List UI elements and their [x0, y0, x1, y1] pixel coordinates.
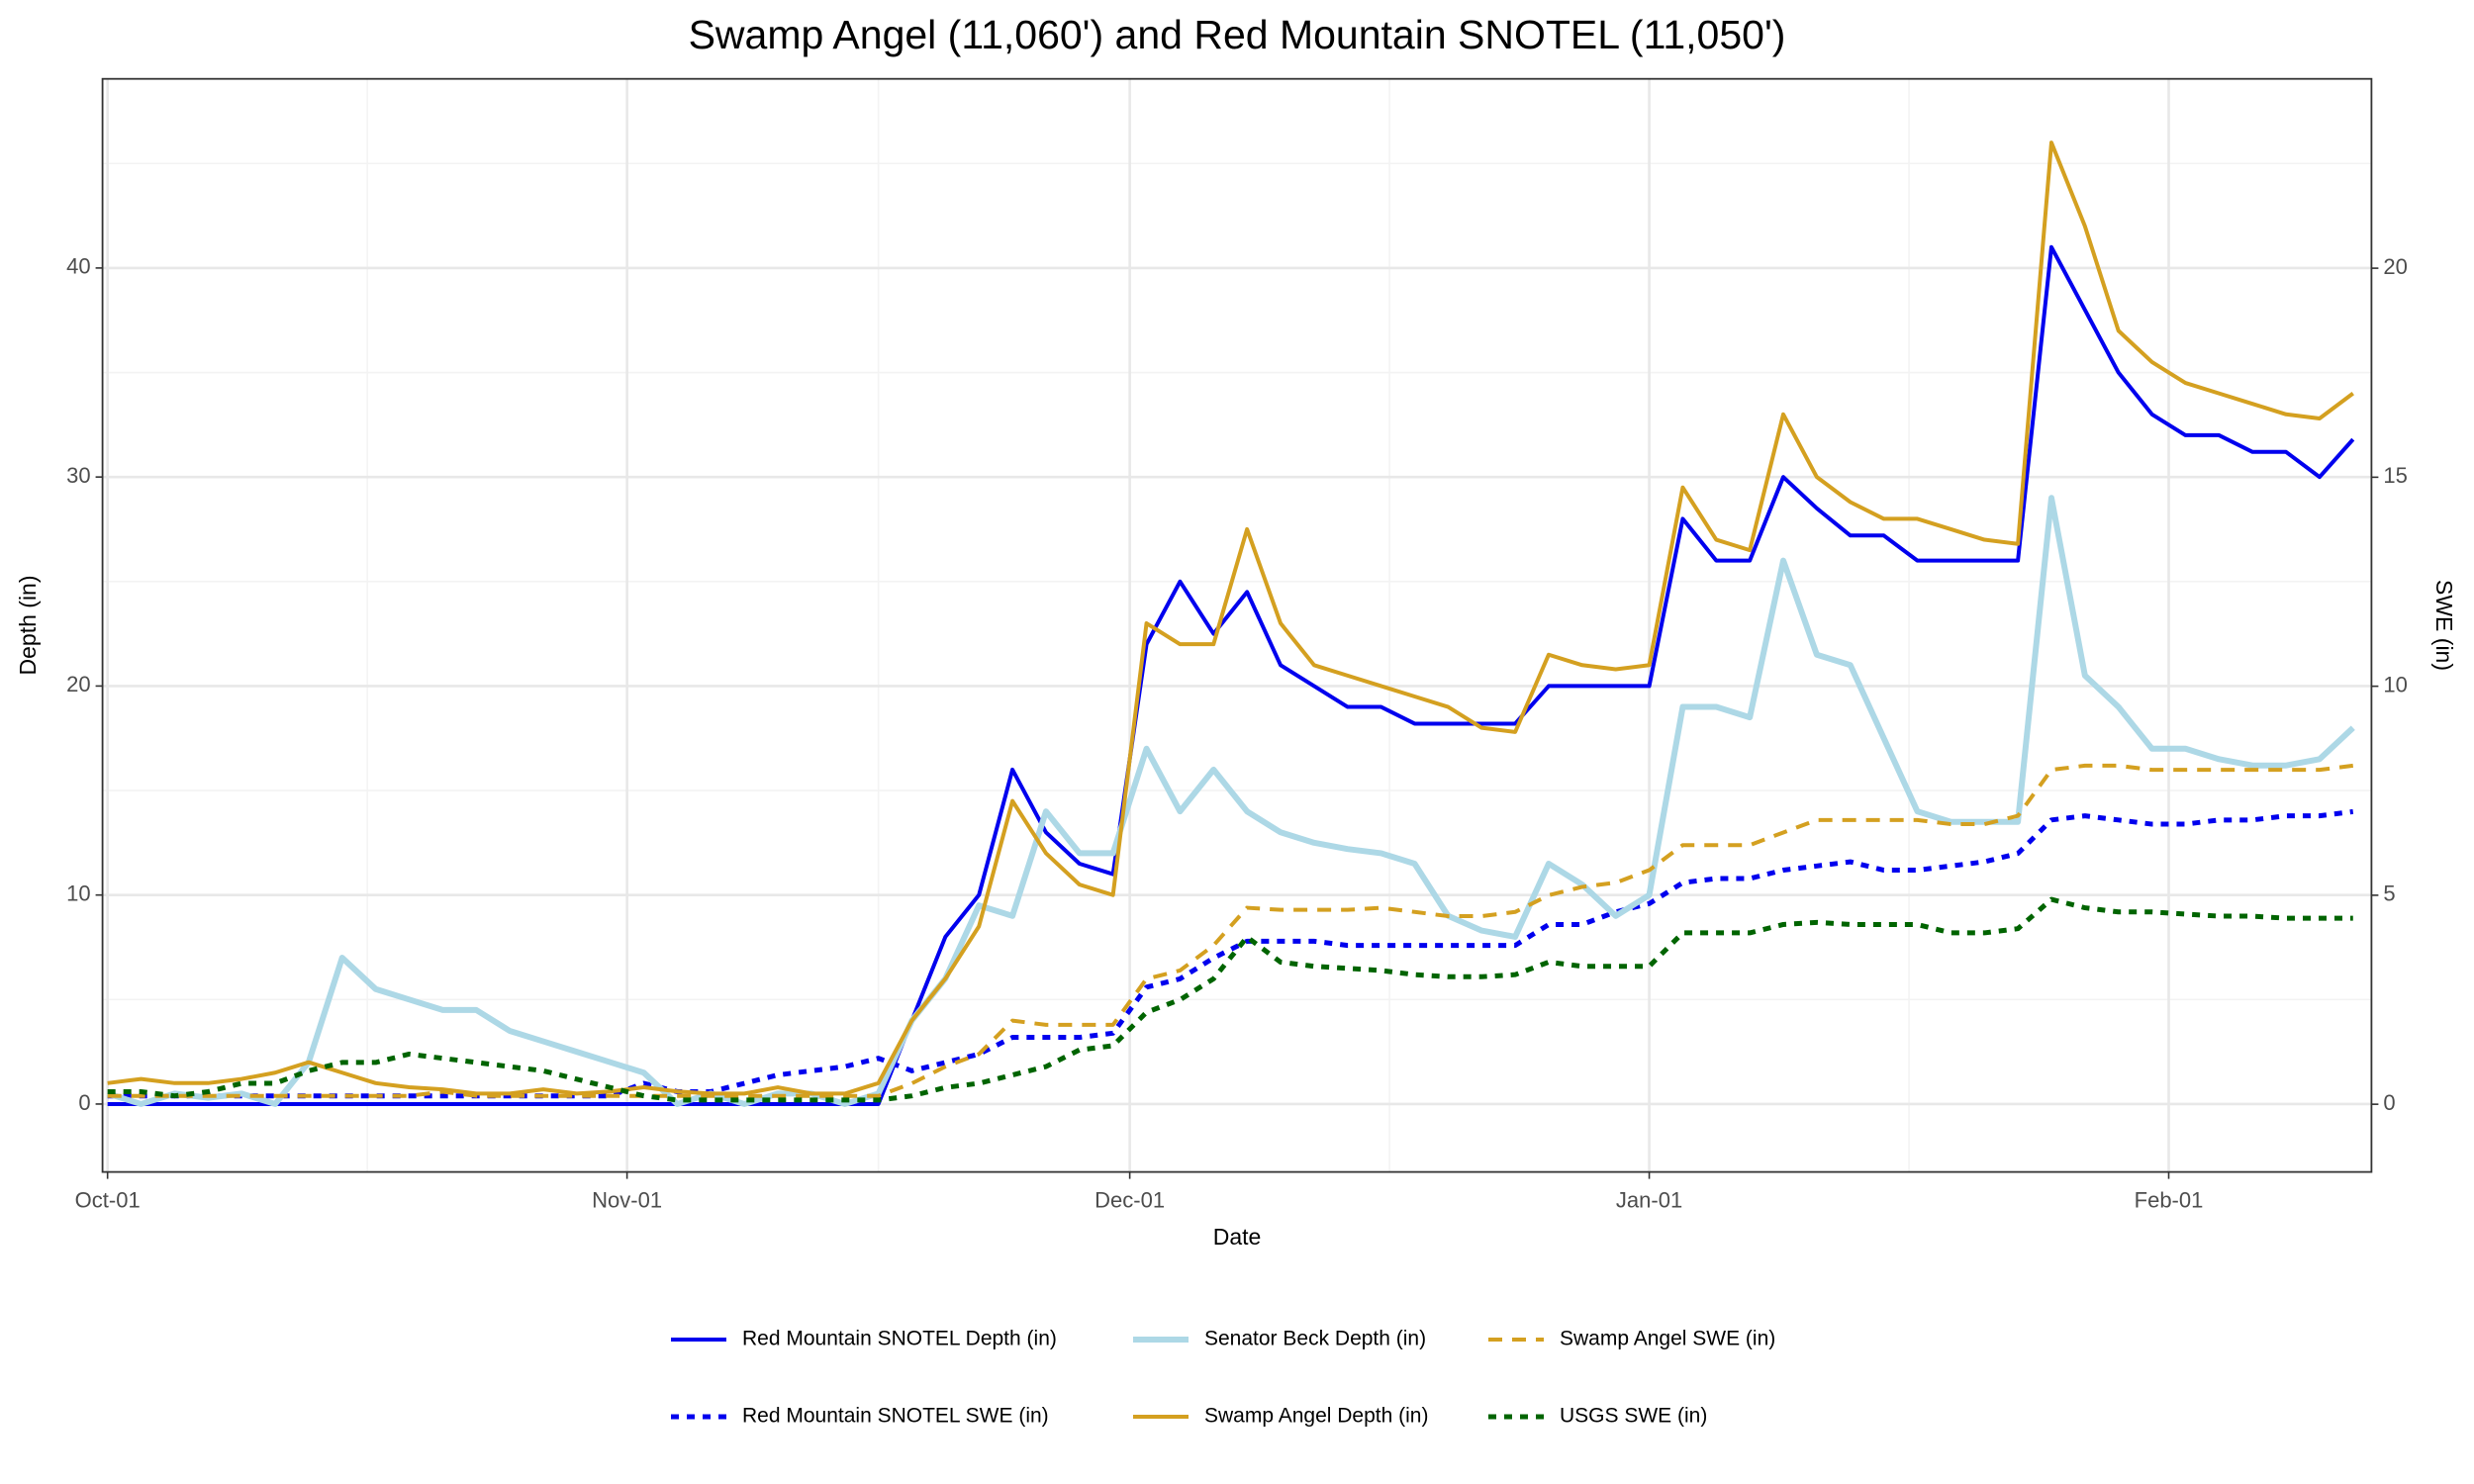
x-tick-label: Jan-01 — [1616, 1187, 1682, 1212]
y-tick-label: 40 — [66, 254, 90, 279]
legend-label: Swamp Angel SWE (in) — [1560, 1328, 1775, 1350]
legend-label: USGS SWE (in) — [1560, 1405, 1707, 1428]
y-tick-label: 0 — [78, 1090, 90, 1115]
x-tick-label: Oct-01 — [75, 1187, 141, 1212]
y2-tick-label: 5 — [2383, 881, 2395, 906]
legend-label: Senator Beck Depth (in) — [1204, 1328, 1426, 1350]
y-tick-label: 10 — [66, 881, 90, 905]
x-axis-title: Date — [1213, 1224, 1262, 1250]
y2-tick-label: 20 — [2383, 254, 2407, 279]
series-line — [107, 140, 2354, 1096]
y-axis-title: Depth (in) — [15, 576, 41, 676]
x-tick-label: Dec-01 — [1094, 1187, 1165, 1212]
series-line — [107, 244, 2355, 1106]
x-tick-label: Nov-01 — [592, 1187, 662, 1212]
x-tick-label: Feb-01 — [2135, 1187, 2204, 1212]
y2-tick-label: 15 — [2383, 463, 2407, 488]
legend-label: Swamp Angel Depth (in) — [1204, 1405, 1428, 1428]
y-tick-label: 20 — [66, 672, 90, 696]
plot-border — [101, 77, 2373, 1173]
legend-label: Red Mountain SNOTEL Depth (in) — [742, 1328, 1057, 1350]
legend-label: Red Mountain SNOTEL SWE (in) — [742, 1405, 1049, 1428]
y2-tick-label: 0 — [2383, 1090, 2395, 1115]
series-line — [106, 495, 2355, 1107]
chart-title: Swamp Angel (11,060') and Red Mountain S… — [689, 12, 1786, 57]
y2-tick-label: 10 — [2383, 672, 2407, 696]
y-tick-label: 30 — [66, 463, 90, 488]
series-line — [107, 896, 2353, 1103]
y2-axis-title: SWE (in) — [2431, 580, 2457, 671]
